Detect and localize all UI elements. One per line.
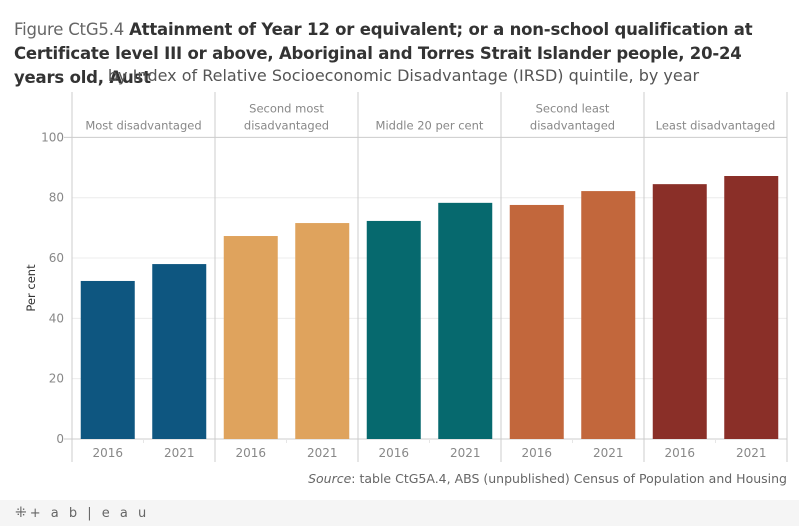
y-tick-label: 40 bbox=[49, 311, 64, 325]
bar bbox=[295, 223, 350, 439]
bar bbox=[80, 280, 135, 439]
tableau-logo-text: + a b | e a u bbox=[29, 506, 150, 521]
panel-header-label: Second least bbox=[536, 101, 610, 115]
y-tick-label: 80 bbox=[49, 191, 64, 205]
x-tick-label: 2021 bbox=[736, 446, 767, 460]
bar bbox=[724, 176, 779, 439]
bar bbox=[438, 202, 493, 439]
chart-title: Figure CtG5.4 Attainment of Year 12 or e… bbox=[14, 18, 794, 90]
panel-header-label: Second most bbox=[249, 101, 324, 115]
bar bbox=[581, 191, 636, 439]
subtitle-text: by Index of Relative Socioeconomic Disad… bbox=[107, 66, 700, 85]
x-tick-label: 2016 bbox=[521, 446, 552, 460]
x-tick-label: 2021 bbox=[450, 446, 481, 460]
x-tick-label: 2021 bbox=[164, 446, 195, 460]
chart-subtitle: by Index of Relative Socioeconomic Disad… bbox=[0, 66, 799, 85]
bar bbox=[366, 220, 421, 439]
x-tick-label: 2016 bbox=[235, 446, 266, 460]
bar-chart: 0 20 40 60 80 100 Per cent Most disadvantaged 20… bbox=[24, 92, 788, 462]
panel-header-label: disadvantaged bbox=[244, 118, 329, 132]
source-label: Source bbox=[308, 471, 352, 486]
x-tick-label: 2016 bbox=[664, 446, 695, 460]
x-tick-label: 2021 bbox=[307, 446, 338, 460]
tableau-logo[interactable]: ⁜ + a b | e a u bbox=[15, 505, 149, 521]
source-text: : table CtG5A.4, ABS (unpublished) Censu… bbox=[351, 471, 787, 486]
panel-header-label: Middle 20 per cent bbox=[376, 118, 484, 132]
figure-number: Figure CtG5.4 bbox=[14, 20, 125, 39]
bar bbox=[509, 204, 564, 439]
panel-header-label: Least disadvantaged bbox=[656, 118, 776, 132]
y-tick-label: 100 bbox=[41, 130, 64, 144]
bar bbox=[152, 264, 207, 439]
bar bbox=[652, 184, 707, 439]
title-text: Attainment of Year 12 or equivalent; or … bbox=[14, 20, 753, 87]
bar bbox=[223, 236, 278, 439]
panel-header-label: Most disadvantaged bbox=[85, 118, 201, 132]
y-tick-label: 20 bbox=[49, 372, 64, 386]
panel-header-label: disadvantaged bbox=[530, 118, 615, 132]
y-axis-label: Per cent bbox=[24, 264, 38, 312]
x-tick-label: 2016 bbox=[92, 446, 123, 460]
tableau-cross-icon: ⁜ bbox=[15, 505, 27, 521]
x-tick-label: 2016 bbox=[378, 446, 409, 460]
y-tick-label: 60 bbox=[49, 251, 64, 265]
y-tick-label: 0 bbox=[56, 432, 64, 446]
tableau-footer: ⁜ + a b | e a u bbox=[0, 500, 799, 526]
x-tick-label: 2021 bbox=[593, 446, 624, 460]
source-note: Source: table CtG5A.4, ABS (unpublished)… bbox=[308, 471, 787, 486]
